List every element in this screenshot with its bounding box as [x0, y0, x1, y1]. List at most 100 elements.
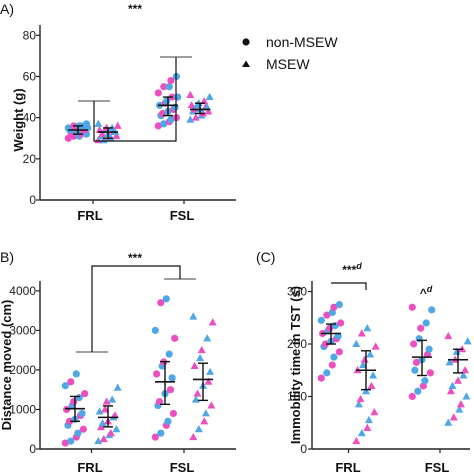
bracket-line: [93, 57, 177, 142]
data-point-triangle: [208, 318, 217, 326]
data-point-triangle: [369, 371, 378, 379]
data-point-circle: [153, 370, 161, 378]
data-point-triangle: [113, 121, 122, 129]
data-point-triangle: [203, 103, 212, 111]
data-point-triangle: [459, 371, 468, 379]
data-point-triangle: [194, 425, 203, 433]
panel-label-c: (C): [256, 249, 275, 265]
panel-a-category-fsl: FSL: [170, 208, 195, 223]
panel-c-significance-frl-sup: d: [356, 261, 362, 271]
data-point-circle: [334, 332, 342, 340]
data-point-circle: [321, 340, 330, 348]
data-point-circle: [155, 397, 164, 406]
data-point-circle: [335, 301, 343, 309]
data-point-triangle: [204, 107, 213, 115]
legend: non-MSEW MSEW: [242, 34, 338, 72]
data-point-circle: [414, 387, 422, 395]
data-point-triangle: [356, 394, 365, 403]
data-point-circle: [169, 409, 177, 418]
y-tick-label: 0: [29, 193, 36, 207]
data-point-triangle: [94, 119, 103, 127]
panel-c-category-frl: FRL: [335, 460, 360, 474]
data-point-triangle: [186, 90, 195, 98]
data-point-circle: [426, 369, 434, 377]
data-point-triangle: [204, 377, 213, 385]
data-point-triangle: [95, 125, 104, 133]
data-point-circle: [162, 295, 170, 303]
data-point-circle: [74, 429, 82, 437]
data-point-triangle: [190, 361, 199, 369]
legend-triangle-marker: [242, 60, 250, 67]
data-point-triangle: [462, 392, 471, 400]
data-point-circle: [335, 348, 343, 356]
data-point-triangle: [363, 423, 372, 431]
data-point-triangle: [455, 405, 464, 413]
panel-c-significance-fsl-sup: d: [427, 284, 433, 294]
panel-c-y-label: Immobility time in TST (s): [288, 286, 303, 444]
panel-c-axes: 0 100 200 300: [287, 281, 472, 456]
data-point-circle: [330, 303, 338, 311]
data-point-triangle: [463, 337, 472, 345]
data-point-triangle: [200, 96, 209, 105]
data-point-triangle: [99, 434, 108, 443]
legend-label-msew: MSEW: [266, 56, 310, 72]
data-point-triangle: [112, 425, 121, 433]
panel-c-significance-fsl: ^d: [420, 284, 433, 300]
data-point-triangle: [191, 113, 200, 121]
y-tick-label: 100: [287, 390, 307, 404]
data-point-triangle: [357, 329, 366, 337]
data-point-triangle: [444, 331, 453, 340]
data-point-triangle: [207, 401, 216, 409]
data-point-circle: [157, 299, 165, 307]
bracket-line: [331, 282, 367, 290]
panel-label-a: A): [0, 1, 14, 17]
data-point-circle: [317, 374, 325, 382]
data-point-circle: [166, 386, 175, 394]
y-tick-label: 0: [29, 442, 36, 456]
data-point-triangle: [448, 381, 457, 389]
data-point-circle: [408, 392, 416, 401]
data-point-triangle: [101, 405, 110, 413]
y-tick-label: 20: [23, 152, 37, 166]
data-point-circle: [61, 439, 69, 447]
data-point-circle: [171, 334, 179, 342]
data-point-circle: [165, 350, 173, 358]
data-point-circle: [72, 370, 80, 378]
data-point-triangle: [354, 400, 363, 408]
data-point-circle: [165, 83, 173, 91]
data-point-circle: [328, 361, 336, 369]
data-point-circle: [174, 93, 182, 101]
data-point-triangle: [456, 400, 465, 408]
data-point-circle: [151, 433, 159, 441]
data-point-circle: [323, 369, 331, 377]
data-point-triangle: [370, 408, 379, 416]
data-point-circle: [151, 326, 159, 335]
data-point-circle: [154, 122, 162, 130]
panel-a: A) 0 20 40 60 80 Weight (g) FRL FSL ***: [0, 1, 236, 223]
data-point-triangle: [108, 395, 117, 403]
panel-c-significance-frl-text: ***: [342, 263, 356, 277]
panel-b-category-fsl: FSL: [170, 460, 195, 474]
data-point-triangle: [98, 419, 107, 427]
y-tick-label: 1000: [9, 402, 36, 416]
panel-b-significance: ***: [128, 251, 142, 265]
y-tick-label: 80: [23, 28, 37, 42]
data-point-triangle: [206, 367, 215, 375]
data-point-triangle: [189, 312, 198, 320]
data-point-circle: [408, 303, 416, 311]
data-point-triangle: [205, 92, 214, 101]
data-point-triangle: [95, 407, 104, 415]
data-point-triangle: [112, 131, 121, 140]
panel-b-y-label: Distance moved (cm): [0, 300, 14, 431]
data-point-circle: [65, 417, 74, 425]
data-point-triangle: [200, 417, 209, 425]
data-point-triangle: [362, 387, 370, 395]
panel-label-b: B): [0, 249, 14, 265]
data-point-triangle: [193, 389, 202, 397]
data-point-triangle: [357, 429, 366, 437]
data-point-triangle: [367, 381, 376, 389]
data-point-triangle: [189, 432, 198, 441]
legend-label-non-msew: non-MSEW: [266, 34, 338, 50]
data-point-triangle: [201, 409, 210, 417]
